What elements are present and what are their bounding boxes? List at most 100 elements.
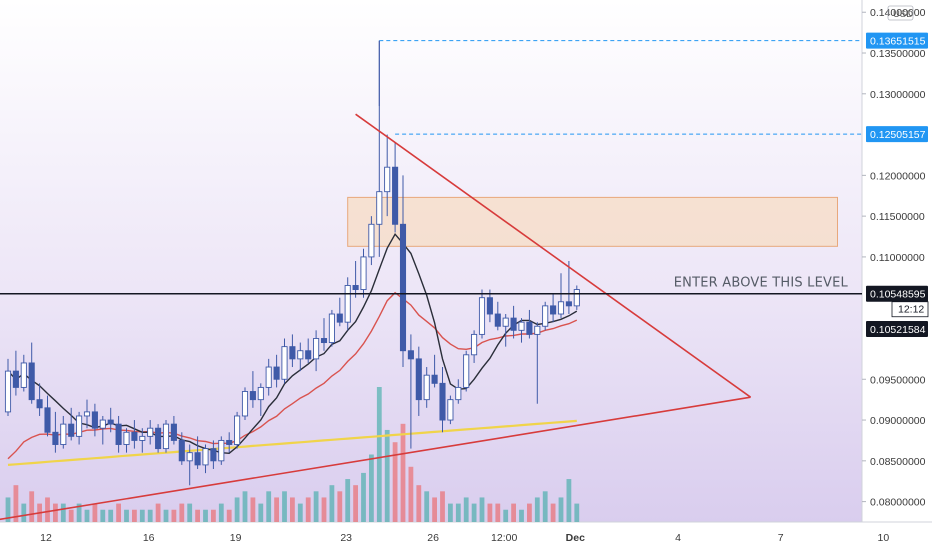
candle-body[interactable] (218, 439, 225, 462)
candle-body[interactable] (170, 423, 177, 441)
candle-body[interactable] (91, 411, 98, 429)
candle-body[interactable] (439, 382, 446, 421)
price-tag[interactable] (866, 32, 928, 49)
candle-body[interactable] (139, 435, 146, 441)
candle-body[interactable] (455, 386, 462, 401)
candle-body[interactable] (352, 285, 359, 290)
y-tick-label: 0.12000000 (870, 170, 926, 182)
volume-bar (124, 509, 129, 522)
candle-body[interactable] (210, 448, 217, 462)
candle-body[interactable] (431, 374, 438, 384)
candle-body[interactable] (36, 399, 43, 409)
candle-body[interactable] (542, 305, 549, 327)
candle-body[interactable] (226, 439, 233, 445)
candle-body[interactable] (502, 317, 509, 327)
x-tick-label: 12 (40, 532, 52, 544)
candle-body[interactable] (44, 407, 51, 433)
candle-body[interactable] (565, 301, 572, 307)
candle-body[interactable] (486, 297, 493, 315)
candle-body[interactable] (297, 350, 304, 360)
candle-body[interactable] (178, 439, 185, 462)
candle-body[interactable] (289, 346, 296, 360)
candle-body[interactable] (550, 305, 557, 315)
candle-body[interactable] (52, 431, 59, 445)
candle-body[interactable] (305, 350, 312, 360)
candle-body[interactable] (376, 191, 383, 225)
candle-body[interactable] (573, 289, 580, 307)
candle-body[interactable] (155, 427, 162, 450)
volume-bar (527, 503, 532, 522)
candle-body[interactable] (20, 362, 27, 388)
volume-bar (432, 497, 437, 522)
supply-zone (347, 196, 838, 247)
candle-body[interactable] (313, 338, 320, 360)
candle-body[interactable] (194, 452, 201, 466)
candle-body[interactable] (123, 431, 130, 445)
candle-body[interactable] (478, 297, 486, 335)
candle-body[interactable] (257, 386, 264, 401)
candle-body[interactable] (320, 338, 328, 344)
candle-body[interactable] (471, 333, 478, 356)
candle-body[interactable] (83, 411, 91, 417)
candle-body[interactable] (186, 452, 193, 462)
trendline-resistance[interactable] (355, 113, 752, 398)
candle-body[interactable] (336, 313, 343, 323)
volume-bar (139, 509, 145, 522)
y-tick-label: 0.09500000 (870, 374, 926, 386)
candle-body[interactable] (162, 423, 170, 450)
candle-body[interactable] (518, 321, 525, 331)
candle-body[interactable] (384, 166, 391, 193)
candle-body[interactable] (360, 256, 367, 290)
candle-body[interactable] (249, 391, 256, 401)
candle-body[interactable] (463, 354, 470, 388)
candle-body[interactable] (60, 423, 67, 445)
y-tick-label: 0.08000000 (870, 497, 926, 509)
candle-body[interactable] (368, 223, 375, 258)
candle-body[interactable] (407, 350, 414, 360)
candle-body[interactable] (328, 313, 335, 344)
candle-body[interactable] (273, 366, 280, 380)
volume-bar (511, 503, 516, 522)
candle-body[interactable] (392, 166, 399, 225)
volume-bar (155, 503, 161, 522)
volume-bar (313, 491, 319, 522)
candle-body[interactable] (265, 366, 272, 388)
candle-body[interactable] (76, 415, 83, 437)
candle-body[interactable] (202, 448, 209, 466)
candle-body[interactable] (234, 415, 241, 445)
candle-body[interactable] (115, 423, 122, 445)
candle-body[interactable] (447, 399, 454, 421)
candle-body[interactable] (534, 325, 541, 335)
candle-body[interactable] (423, 374, 430, 401)
price-tag[interactable] (866, 320, 928, 337)
candle-body[interactable] (281, 346, 288, 380)
candle-body[interactable] (344, 285, 351, 323)
volume-bar (234, 497, 240, 522)
price-tag[interactable] (866, 285, 928, 302)
volume-bar (305, 497, 311, 522)
candle-body[interactable] (131, 431, 138, 441)
x-tick-label: 7 (778, 532, 784, 544)
candle-body[interactable] (415, 358, 422, 401)
y-tick-label: 0.13000000 (870, 89, 926, 101)
candle-body[interactable] (107, 419, 114, 425)
candle-body[interactable] (510, 317, 517, 331)
volume-bar (45, 497, 50, 522)
candle-body[interactable] (147, 427, 154, 437)
candle-body[interactable] (241, 391, 249, 417)
candle-body[interactable] (68, 423, 75, 437)
x-tick-label: 19 (230, 532, 242, 544)
candle-body[interactable] (557, 301, 565, 315)
candle-body[interactable] (28, 362, 35, 401)
x-tick-label: 23 (340, 532, 352, 544)
candle-body[interactable] (99, 419, 106, 429)
candle-body[interactable] (526, 321, 533, 335)
trendline-support[interactable] (0, 396, 751, 524)
price-tag[interactable] (866, 126, 928, 143)
candle-body[interactable] (4, 370, 12, 413)
candle-body[interactable] (12, 370, 19, 388)
candle-body[interactable] (399, 223, 407, 352)
y-tick-label: 0.08500000 (870, 456, 926, 468)
candle-body[interactable] (494, 313, 501, 327)
